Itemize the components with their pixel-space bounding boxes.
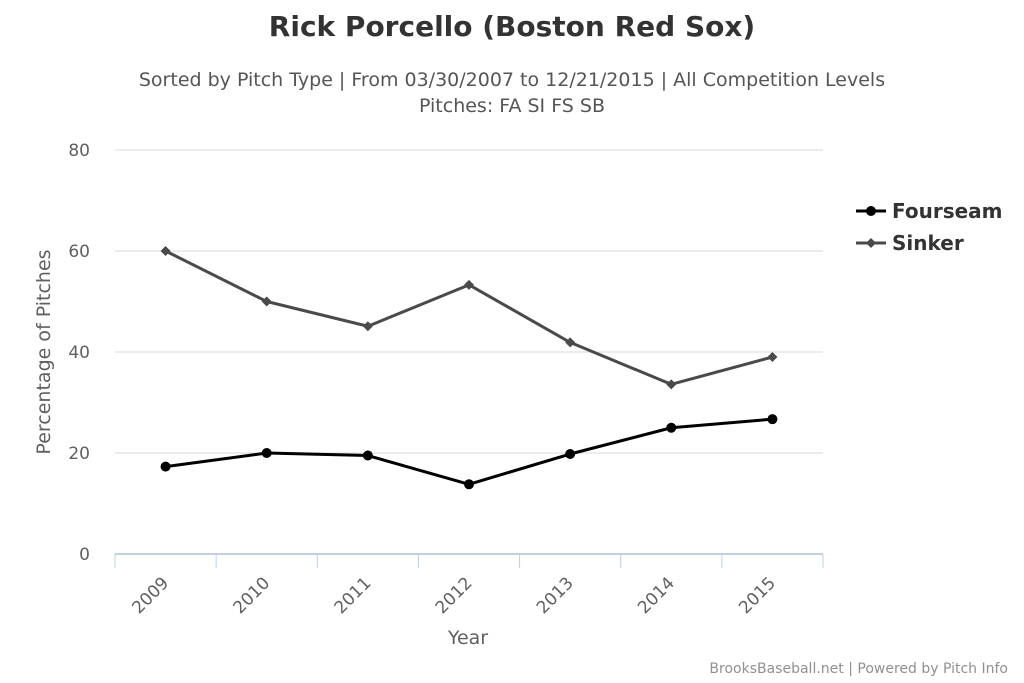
y-tick-label: 80: [68, 141, 90, 161]
data-point[interactable]: [464, 279, 474, 290]
data-point[interactable]: [362, 450, 373, 461]
data-point[interactable]: [160, 461, 171, 472]
data-point[interactable]: [160, 246, 171, 256]
series-sinker[interactable]: [160, 246, 778, 390]
legend-marker: [866, 238, 876, 248]
y-tick-label: 40: [68, 343, 90, 363]
chart-title: Rick Porcello (Boston Red Sox): [268, 10, 756, 43]
credits[interactable]: BrooksBaseball.net | Powered by Pitch In…: [709, 661, 1008, 677]
data-point[interactable]: [767, 414, 778, 425]
legend-label: Fourseam: [892, 199, 1003, 223]
y-tick-label: 0: [79, 545, 90, 565]
x-tick-label: 2015: [735, 573, 780, 618]
y-axis-ticks: 0 20 40 60 80: [68, 141, 90, 565]
x-tick-label: 2013: [533, 573, 578, 618]
y-tick-label: 60: [68, 242, 90, 262]
data-point[interactable]: [261, 296, 272, 307]
data-point[interactable]: [666, 422, 677, 433]
chart-pitches-subtitle: Pitches: FA SI FS SB: [418, 95, 605, 117]
x-axis: 2009 2010 2011 2012 2013 2014 2015: [114, 553, 824, 618]
data-point[interactable]: [666, 379, 677, 390]
data-point[interactable]: [464, 479, 474, 490]
y-axis-title: Percentage of Pitches: [33, 249, 55, 454]
x-tick-label: 2012: [432, 573, 477, 618]
data-point[interactable]: [767, 352, 778, 363]
legend-item-sinker[interactable]: Sinker: [856, 231, 964, 255]
series-layer: [160, 246, 778, 490]
series-line: [164, 249, 773, 386]
x-tick-label: 2009: [128, 573, 173, 618]
data-point[interactable]: [362, 321, 373, 332]
data-point[interactable]: [261, 448, 272, 458]
x-axis-title: Year: [447, 627, 488, 649]
series-fourseam[interactable]: [160, 414, 778, 490]
series-line: [165, 417, 773, 486]
y-tick-label: 20: [68, 444, 90, 464]
x-tick-label: 2010: [230, 573, 275, 618]
legend[interactable]: Fourseam Sinker: [856, 199, 1003, 255]
legend-item-fourseam[interactable]: Fourseam: [856, 199, 1003, 223]
x-tick-label: 2014: [634, 573, 679, 618]
chart-subtitle: Sorted by Pitch Type | From 03/30/2007 t…: [138, 69, 886, 91]
x-tick-label: 2011: [331, 573, 376, 618]
data-point[interactable]: [565, 449, 576, 460]
legend-marker: [866, 206, 876, 216]
data-point[interactable]: [565, 337, 576, 348]
legend-label: Sinker: [892, 231, 964, 255]
grid-lines: [115, 149, 823, 454]
